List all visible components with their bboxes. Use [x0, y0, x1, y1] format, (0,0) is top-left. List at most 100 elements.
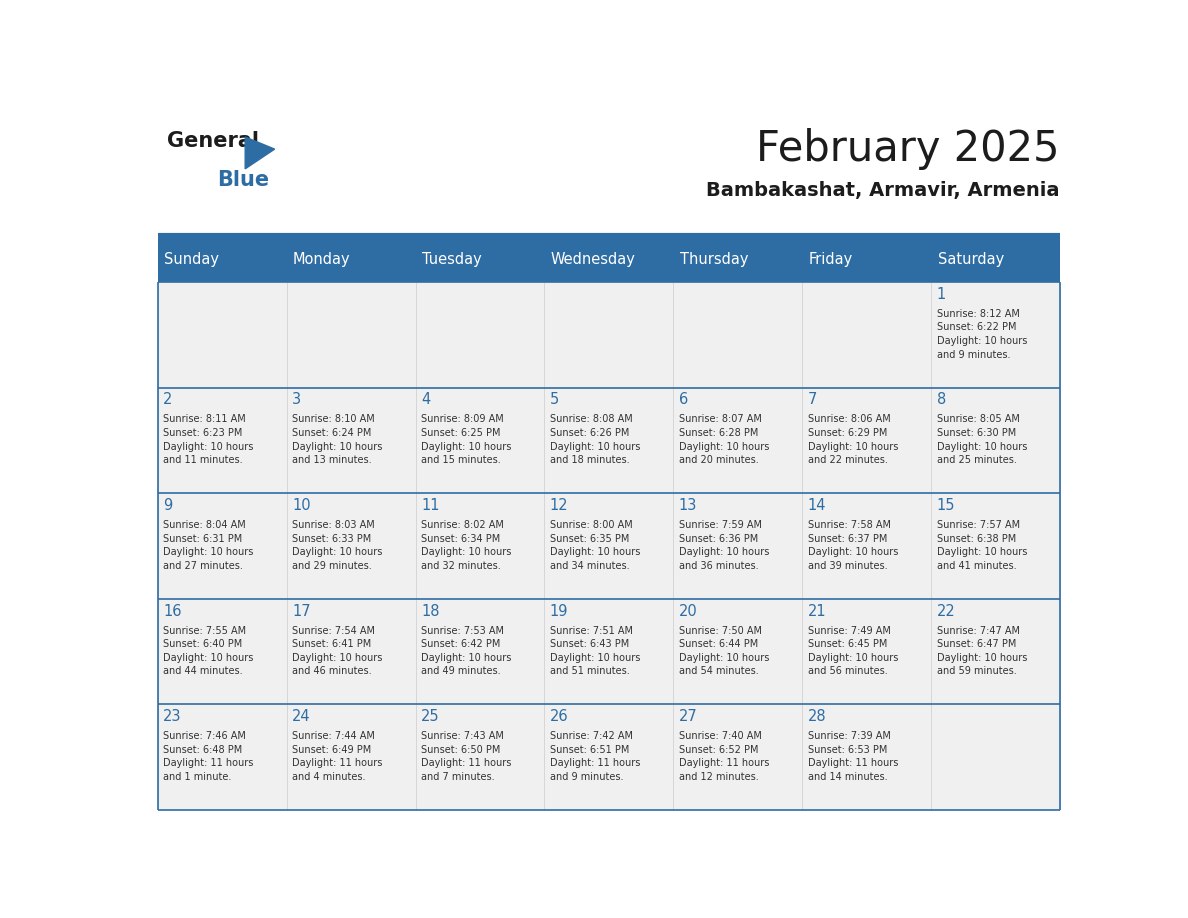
Text: 18: 18 [421, 604, 440, 619]
Text: Wednesday: Wednesday [551, 252, 636, 267]
Text: Sunrise: 8:04 AM
Sunset: 6:31 PM
Daylight: 10 hours
and 27 minutes.: Sunrise: 8:04 AM Sunset: 6:31 PM Dayligh… [163, 520, 253, 571]
Bar [802, 493, 931, 599]
Text: Bambakashat, Armavir, Armenia: Bambakashat, Armavir, Armenia [707, 181, 1060, 200]
Bar [286, 387, 416, 493]
Text: 3: 3 [292, 393, 302, 408]
Text: Blue: Blue [217, 170, 270, 190]
Text: Saturday: Saturday [937, 252, 1004, 267]
Text: 9: 9 [163, 498, 172, 513]
Bar [674, 599, 802, 704]
Text: 14: 14 [808, 498, 826, 513]
Bar [416, 493, 544, 599]
Text: Sunrise: 8:06 AM
Sunset: 6:29 PM
Daylight: 10 hours
and 22 minutes.: Sunrise: 8:06 AM Sunset: 6:29 PM Dayligh… [808, 414, 898, 465]
Bar [286, 282, 416, 387]
Text: Sunrise: 7:49 AM
Sunset: 6:45 PM
Daylight: 10 hours
and 56 minutes.: Sunrise: 7:49 AM Sunset: 6:45 PM Dayligh… [808, 625, 898, 677]
Bar [158, 387, 286, 493]
Bar [416, 282, 544, 387]
Text: Sunrise: 8:09 AM
Sunset: 6:25 PM
Daylight: 10 hours
and 15 minutes.: Sunrise: 8:09 AM Sunset: 6:25 PM Dayligh… [421, 414, 511, 465]
Bar [802, 387, 931, 493]
Bar [544, 387, 674, 493]
Text: Sunrise: 7:43 AM
Sunset: 6:50 PM
Daylight: 11 hours
and 7 minutes.: Sunrise: 7:43 AM Sunset: 6:50 PM Dayligh… [421, 732, 511, 782]
Bar [416, 599, 544, 704]
Text: Sunrise: 8:10 AM
Sunset: 6:24 PM
Daylight: 10 hours
and 13 minutes.: Sunrise: 8:10 AM Sunset: 6:24 PM Dayligh… [292, 414, 383, 465]
Text: Sunrise: 7:55 AM
Sunset: 6:40 PM
Daylight: 10 hours
and 44 minutes.: Sunrise: 7:55 AM Sunset: 6:40 PM Dayligh… [163, 625, 253, 677]
Text: 23: 23 [163, 710, 182, 724]
Text: February 2025: February 2025 [757, 128, 1060, 170]
Bar [286, 704, 416, 810]
Text: 24: 24 [292, 710, 311, 724]
Bar [158, 704, 286, 810]
Text: 19: 19 [550, 604, 568, 619]
Text: 8: 8 [936, 393, 946, 408]
Text: 1: 1 [936, 286, 946, 302]
Text: Sunrise: 7:58 AM
Sunset: 6:37 PM
Daylight: 10 hours
and 39 minutes.: Sunrise: 7:58 AM Sunset: 6:37 PM Dayligh… [808, 520, 898, 571]
Text: Sunrise: 7:50 AM
Sunset: 6:44 PM
Daylight: 10 hours
and 54 minutes.: Sunrise: 7:50 AM Sunset: 6:44 PM Dayligh… [678, 625, 769, 677]
Bar [674, 387, 802, 493]
Bar [158, 238, 1060, 282]
Text: 16: 16 [163, 604, 182, 619]
Bar [158, 282, 286, 387]
Text: Sunday: Sunday [164, 252, 219, 267]
Text: Sunrise: 8:12 AM
Sunset: 6:22 PM
Daylight: 10 hours
and 9 minutes.: Sunrise: 8:12 AM Sunset: 6:22 PM Dayligh… [936, 308, 1026, 360]
Text: General: General [166, 131, 259, 151]
Bar [802, 599, 931, 704]
Text: 2: 2 [163, 393, 172, 408]
Bar [416, 704, 544, 810]
Bar [931, 282, 1060, 387]
Bar [802, 704, 931, 810]
Bar [931, 493, 1060, 599]
Text: 28: 28 [808, 710, 827, 724]
Text: 15: 15 [936, 498, 955, 513]
Bar [416, 387, 544, 493]
Text: Sunrise: 7:40 AM
Sunset: 6:52 PM
Daylight: 11 hours
and 12 minutes.: Sunrise: 7:40 AM Sunset: 6:52 PM Dayligh… [678, 732, 769, 782]
Text: Sunrise: 7:57 AM
Sunset: 6:38 PM
Daylight: 10 hours
and 41 minutes.: Sunrise: 7:57 AM Sunset: 6:38 PM Dayligh… [936, 520, 1026, 571]
Text: 17: 17 [292, 604, 311, 619]
Bar [544, 282, 674, 387]
Text: Sunrise: 8:03 AM
Sunset: 6:33 PM
Daylight: 10 hours
and 29 minutes.: Sunrise: 8:03 AM Sunset: 6:33 PM Dayligh… [292, 520, 383, 571]
Bar [674, 282, 802, 387]
Bar [544, 599, 674, 704]
Text: Monday: Monday [293, 252, 350, 267]
Text: Sunrise: 8:08 AM
Sunset: 6:26 PM
Daylight: 10 hours
and 18 minutes.: Sunrise: 8:08 AM Sunset: 6:26 PM Dayligh… [550, 414, 640, 465]
Bar [286, 493, 416, 599]
Text: 27: 27 [678, 710, 697, 724]
Bar [802, 282, 931, 387]
Bar [674, 704, 802, 810]
Text: 6: 6 [678, 393, 688, 408]
Bar [158, 493, 286, 599]
Bar [158, 599, 286, 704]
Text: Sunrise: 8:02 AM
Sunset: 6:34 PM
Daylight: 10 hours
and 32 minutes.: Sunrise: 8:02 AM Sunset: 6:34 PM Dayligh… [421, 520, 511, 571]
Text: Sunrise: 7:54 AM
Sunset: 6:41 PM
Daylight: 10 hours
and 46 minutes.: Sunrise: 7:54 AM Sunset: 6:41 PM Dayligh… [292, 625, 383, 677]
Text: 5: 5 [550, 393, 560, 408]
Text: 26: 26 [550, 710, 569, 724]
Polygon shape [245, 137, 274, 169]
Text: 11: 11 [421, 498, 440, 513]
Text: Thursday: Thursday [680, 252, 748, 267]
Text: Sunrise: 8:05 AM
Sunset: 6:30 PM
Daylight: 10 hours
and 25 minutes.: Sunrise: 8:05 AM Sunset: 6:30 PM Dayligh… [936, 414, 1026, 465]
Text: Sunrise: 8:00 AM
Sunset: 6:35 PM
Daylight: 10 hours
and 34 minutes.: Sunrise: 8:00 AM Sunset: 6:35 PM Dayligh… [550, 520, 640, 571]
Text: 12: 12 [550, 498, 569, 513]
Text: Tuesday: Tuesday [422, 252, 481, 267]
Text: 21: 21 [808, 604, 827, 619]
Bar [674, 493, 802, 599]
Text: Sunrise: 7:42 AM
Sunset: 6:51 PM
Daylight: 11 hours
and 9 minutes.: Sunrise: 7:42 AM Sunset: 6:51 PM Dayligh… [550, 732, 640, 782]
Text: 7: 7 [808, 393, 817, 408]
Text: 4: 4 [421, 393, 430, 408]
Text: Sunrise: 7:51 AM
Sunset: 6:43 PM
Daylight: 10 hours
and 51 minutes.: Sunrise: 7:51 AM Sunset: 6:43 PM Dayligh… [550, 625, 640, 677]
Text: Sunrise: 7:39 AM
Sunset: 6:53 PM
Daylight: 11 hours
and 14 minutes.: Sunrise: 7:39 AM Sunset: 6:53 PM Dayligh… [808, 732, 898, 782]
Text: 25: 25 [421, 710, 440, 724]
Bar [544, 493, 674, 599]
Bar [544, 704, 674, 810]
Text: Sunrise: 7:46 AM
Sunset: 6:48 PM
Daylight: 11 hours
and 1 minute.: Sunrise: 7:46 AM Sunset: 6:48 PM Dayligh… [163, 732, 253, 782]
Bar [931, 387, 1060, 493]
Text: Friday: Friday [809, 252, 853, 267]
Text: Sunrise: 7:47 AM
Sunset: 6:47 PM
Daylight: 10 hours
and 59 minutes.: Sunrise: 7:47 AM Sunset: 6:47 PM Dayligh… [936, 625, 1026, 677]
Text: 20: 20 [678, 604, 697, 619]
Text: 22: 22 [936, 604, 955, 619]
Text: 10: 10 [292, 498, 311, 513]
Bar [286, 599, 416, 704]
Text: Sunrise: 8:07 AM
Sunset: 6:28 PM
Daylight: 10 hours
and 20 minutes.: Sunrise: 8:07 AM Sunset: 6:28 PM Dayligh… [678, 414, 769, 465]
Text: Sunrise: 7:59 AM
Sunset: 6:36 PM
Daylight: 10 hours
and 36 minutes.: Sunrise: 7:59 AM Sunset: 6:36 PM Dayligh… [678, 520, 769, 571]
Text: Sunrise: 8:11 AM
Sunset: 6:23 PM
Daylight: 10 hours
and 11 minutes.: Sunrise: 8:11 AM Sunset: 6:23 PM Dayligh… [163, 414, 253, 465]
Bar [931, 704, 1060, 810]
